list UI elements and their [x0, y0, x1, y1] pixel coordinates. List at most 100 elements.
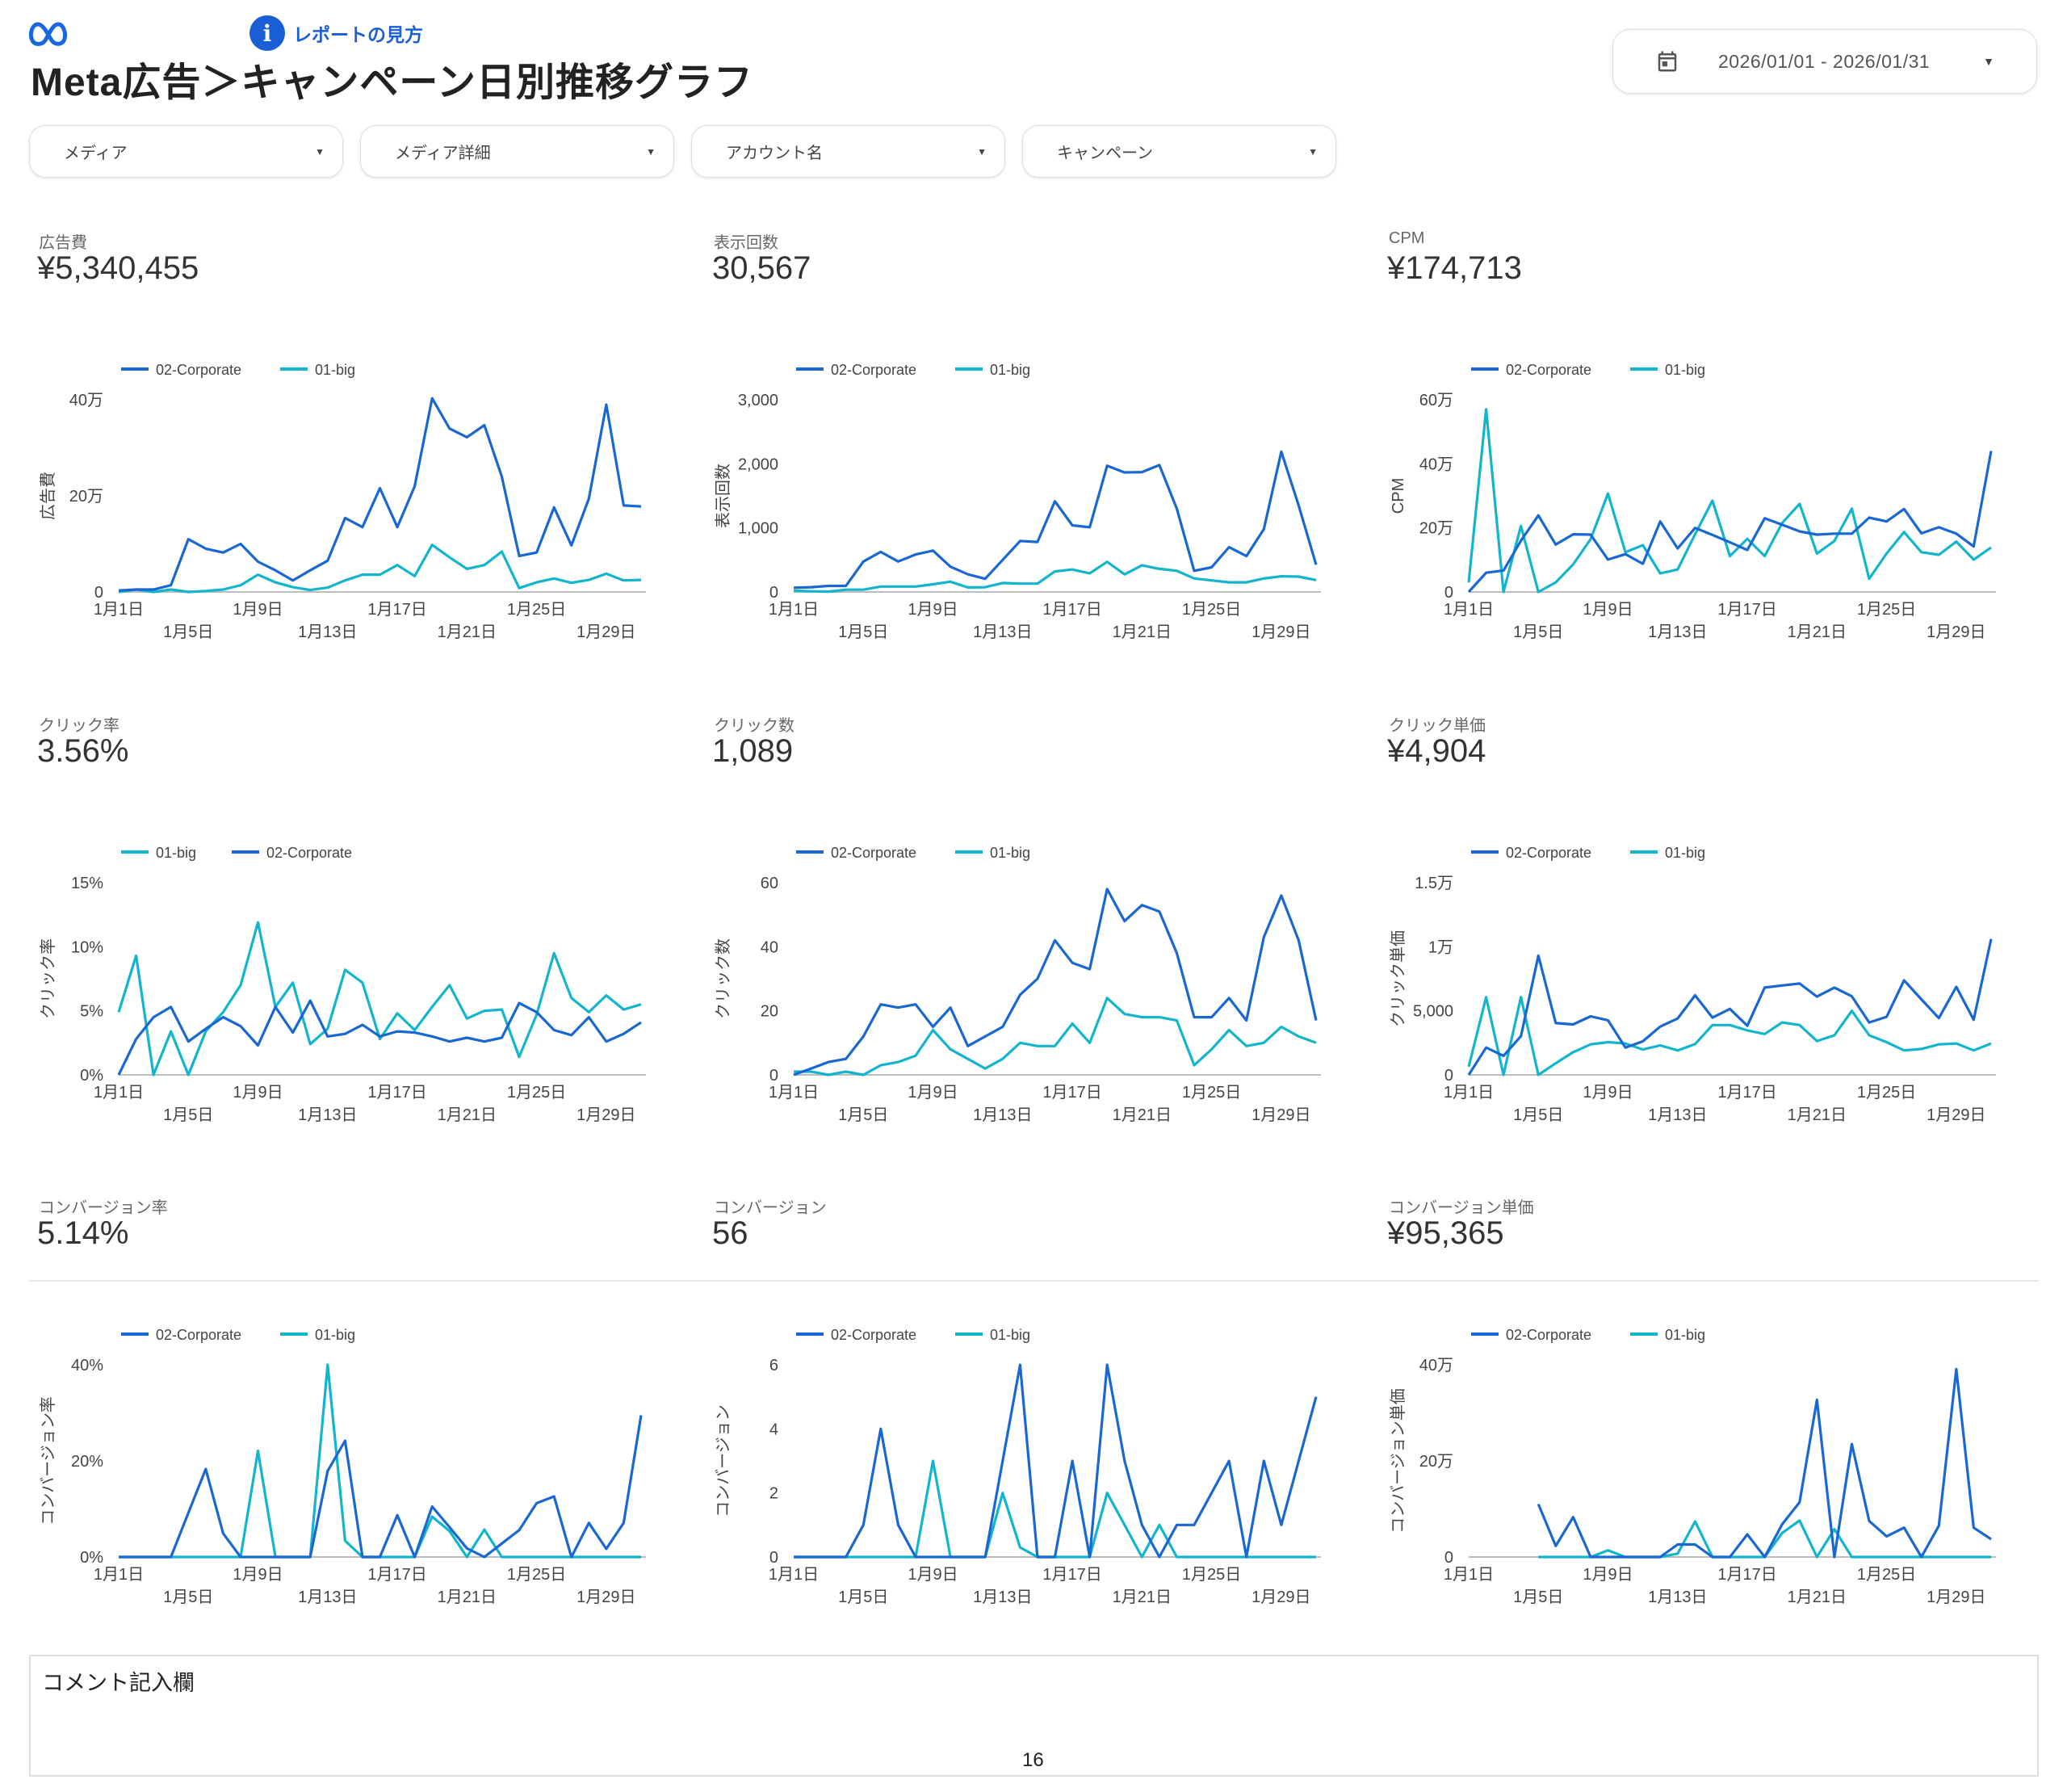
series-line-02-Corporate	[1467, 451, 1993, 594]
legend-item[interactable]: 01-big	[280, 1327, 355, 1343]
legend-item[interactable]: 01-big	[1630, 1327, 1705, 1343]
legend-item[interactable]: 01-big	[121, 845, 196, 861]
x-tick-label: 1月5日	[838, 1106, 888, 1124]
x-tick-label: 1月29日	[1927, 623, 1985, 641]
x-tick-label: 1月25日	[1182, 1084, 1241, 1102]
legend-item[interactable]: 01-big	[1630, 362, 1705, 378]
legend-label: 01-big	[990, 1327, 1030, 1343]
kpi-label: CPM	[1389, 229, 1425, 247]
kpi-value: ¥4,904	[1387, 733, 1486, 769]
legend-item[interactable]: 01-big	[1630, 845, 1705, 861]
y-tick-label: 5,000	[1413, 1003, 1453, 1021]
series-line-02-Corporate	[117, 999, 642, 1076]
x-tick-label: 1月13日	[973, 1106, 1032, 1124]
chevron-down-icon: ▼	[977, 145, 987, 157]
y-tick-label: 0	[94, 584, 103, 602]
line-chart: 02-Corporate 01-big 広告費 0 20万 40万 1月1日 1月5日 1月9日…	[29, 339, 691, 654]
x-tick-label: 1月13日	[298, 1588, 357, 1606]
page-number: 16	[1022, 1749, 1044, 1771]
legend-item[interactable]: 01-big	[280, 362, 355, 378]
x-tick-label: 1月9日	[1583, 1084, 1633, 1102]
legend-item[interactable]: 01-big	[955, 1327, 1030, 1343]
x-tick-label: 1月25日	[507, 601, 566, 619]
y-tick-label: 0	[769, 584, 778, 602]
y-tick-label: 0%	[80, 1067, 103, 1085]
y-tick-label: 10%	[71, 938, 103, 956]
legend-item[interactable]: 02-Corporate	[121, 362, 241, 378]
kpi-value: ¥95,365	[1387, 1215, 1504, 1251]
meta-logo	[28, 22, 67, 46]
y-tick-label: 0	[1444, 1549, 1453, 1567]
legend-item[interactable]: 02-Corporate	[121, 1327, 241, 1343]
x-tick-label: 1月13日	[1648, 623, 1707, 641]
series-line-01-big	[117, 921, 642, 1076]
kpi-value: 5.14%	[37, 1215, 129, 1251]
y-tick-label: 4	[769, 1421, 778, 1438]
y-tick-label: 40万	[69, 392, 103, 409]
y-axis-title: コンバージョン	[715, 1404, 732, 1517]
filter-account-name[interactable]: アカウント名 ▼	[691, 125, 1005, 178]
info-icon: i	[249, 15, 285, 51]
kpi-value: 30,567	[712, 250, 811, 286]
x-tick-label: 1月13日	[1648, 1106, 1707, 1124]
x-tick-label: 1月1日	[1444, 1566, 1494, 1584]
x-tick-label: 1月29日	[1252, 1588, 1310, 1606]
chart-svg: 02-Corporate 01-big コンバージョン 0 2 4 6 1月1日 1月5日 1月9…	[715, 1327, 1321, 1606]
y-tick-label: 6	[769, 1357, 778, 1374]
x-tick-label: 1月25日	[1182, 601, 1241, 619]
x-tick-label: 1月17日	[367, 1566, 426, 1584]
x-tick-label: 1月5日	[838, 1588, 888, 1606]
filter-campaign[interactable]: キャンペーン ▼	[1022, 125, 1336, 178]
y-axis-title: クリック数	[714, 938, 732, 1019]
series-line-01-big	[794, 997, 1317, 1076]
y-tick-label: 0	[769, 1067, 778, 1085]
x-tick-label: 1月9日	[908, 1566, 958, 1584]
legend-label: 02-Corporate	[831, 362, 916, 378]
line-chart: 02-Corporate 01-big コンバージョン 0 2 4 6 1月1日 1月5日 1月9…	[704, 1304, 1366, 1619]
filter-media-detail[interactable]: メディア詳細 ▼	[360, 125, 674, 178]
series-line-02-Corporate	[794, 1363, 1318, 1559]
report-guide-link[interactable]: i レポートの見方	[249, 15, 423, 51]
legend-item[interactable]: 02-Corporate	[1471, 362, 1591, 378]
legend-item[interactable]: 02-Corporate	[232, 845, 352, 861]
date-range-picker[interactable]: 2026/01/01 - 2026/01/31 ▼	[1612, 29, 2037, 94]
legend-item[interactable]: 02-Corporate	[796, 845, 916, 861]
chart-svg: 02-Corporate 01-big クリック数 0 20 40 60 1月1日 1月5日 1月…	[714, 845, 1321, 1124]
comment-box[interactable]	[29, 1655, 2039, 1777]
y-tick-label: 60万	[1419, 392, 1453, 409]
legend-item[interactable]: 02-Corporate	[1471, 845, 1591, 861]
y-axis-title: クリック単価	[1389, 930, 1407, 1027]
x-tick-label: 1月17日	[367, 601, 426, 619]
kpi-label: 広告費	[39, 234, 87, 252]
x-tick-label: 1月1日	[94, 601, 144, 619]
kpi-value: 3.56%	[37, 733, 129, 769]
y-axis-title: 表示回数	[714, 464, 732, 528]
line-chart: 01-big 02-Corporate クリック率 0% 5% 10% 15% 1月1日 1月5…	[29, 822, 691, 1137]
x-tick-label: 1月29日	[576, 1106, 635, 1124]
x-tick-label: 1月5日	[1513, 1588, 1563, 1606]
legend-item[interactable]: 02-Corporate	[1471, 1327, 1591, 1343]
x-tick-label: 1月17日	[1717, 1084, 1776, 1102]
x-tick-label: 1月17日	[1042, 1566, 1101, 1584]
x-tick-label: 1月9日	[1583, 1566, 1633, 1584]
legend-item[interactable]: 01-big	[955, 845, 1030, 861]
y-tick-label: 0	[769, 1549, 778, 1567]
y-axis-title: 広告費	[39, 472, 57, 520]
filter-media[interactable]: メディア ▼	[29, 125, 343, 178]
filter-label: アカウント名	[726, 145, 823, 162]
x-tick-label: 1月9日	[233, 1566, 283, 1584]
x-tick-label: 1月29日	[1252, 1106, 1310, 1124]
filter-label: メディア	[64, 145, 128, 162]
series-line-02-Corporate	[118, 397, 642, 592]
report-guide-label: レポートの見方	[293, 24, 423, 45]
x-tick-label: 1月21日	[1788, 623, 1847, 641]
chevron-down-icon: ▼	[315, 145, 325, 157]
kpi-label: コンバージョン単価	[1389, 1199, 1534, 1217]
x-tick-label: 1月17日	[1717, 601, 1776, 619]
legend-item[interactable]: 01-big	[955, 362, 1030, 378]
legend-item[interactable]: 02-Corporate	[796, 362, 916, 378]
series-line-02-Corporate	[1467, 938, 1993, 1076]
y-tick-label: 0	[1444, 1067, 1453, 1085]
legend-item[interactable]: 02-Corporate	[796, 1327, 916, 1343]
line-chart: 02-Corporate 01-big CPM 0 20万 40万 60万 1月1日 1月5日 1…	[1379, 339, 2041, 654]
